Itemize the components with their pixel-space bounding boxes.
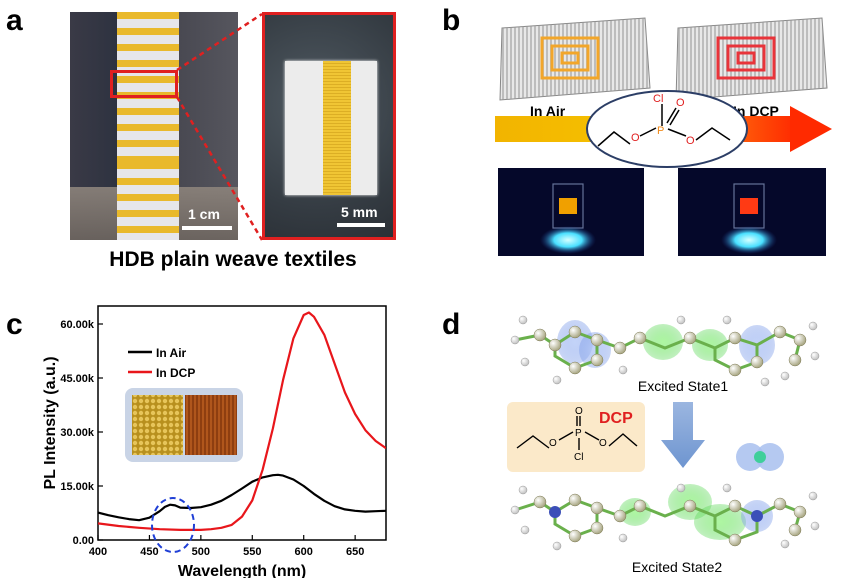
dcp-atom-o-top: O [575,406,583,417]
pl-spectrum-chart: 0.00 15.00k 30.00k 45.00k 60.00k 400 450 500 55… [42,305,387,578]
legend-label-air: In Air [156,346,187,360]
panel-b-letter: b [442,4,461,37]
panel-d-graphic: Excited State1 O P O O Cl DCP [507,315,820,575]
scale-bar-left [182,226,232,230]
y-tick-label: 30.00k [60,427,95,439]
dcp-atom-cl: Cl [574,452,583,463]
transition-arrow-icon [661,402,705,468]
zoom-selection-box [110,70,178,98]
atom-cl-label: Cl [653,93,663,105]
scale-label-right: 5 mm [341,204,378,220]
legend-label-dcp: In DCP [156,366,195,380]
dcp-label: DCP [599,410,633,427]
afm-inset-images [125,388,243,462]
y-axis-label: PL Intensity (a.u.) [42,356,59,489]
panel-b-graphic: In Air In DCP Cl O P O O [495,17,832,256]
chart-lines [98,311,386,531]
dcp-atom-o-left: O [549,438,557,449]
x-axis-label: Wavelength (nm) [178,563,306,578]
atom-p-label: P [657,125,664,137]
fabric-in-air-icon [499,17,651,101]
x-tick-label: 450 [140,546,158,558]
x-axis-ticks: 400 450 500 550 600 650 [89,535,364,558]
y-axis-ticks: 0.00 15.00k 30.00k 45.00k 60.00k [60,319,103,547]
series-line-in-dcp [98,311,386,531]
series-line-in-air [98,473,386,522]
y-tick-label: 60.00k [60,319,95,331]
yellow-band [323,61,351,195]
excited-state-2-molecule [510,483,820,551]
chart-legend: In Air In DCP [128,346,195,380]
atom-o-top-label: O [676,97,685,109]
dcp-atom-o-right: O [599,438,607,449]
dcp-atom-p: P [575,428,582,439]
textile-zoom-photo: 5 mm [262,12,396,240]
panel-a-letter: a [6,4,23,37]
y-tick-label: 0.00 [73,535,94,547]
panel-d-letter: d [442,308,461,341]
atom-o-left-label: O [631,132,640,144]
label-in-air: In Air [530,103,566,119]
panel-c-letter: c [6,308,23,341]
y-tick-label: 15.00k [60,481,95,493]
fabric-in-dcp-icon [675,17,828,101]
dcp-molecule-structure: Cl O P O O [586,90,748,168]
excited-state-1-molecule [510,315,820,387]
orbital-icon [736,443,784,471]
vial-photo-in-dcp [678,168,826,256]
y-tick-label: 45.00k [60,373,95,385]
x-tick-label: 550 [243,546,261,558]
x-tick-label: 650 [346,546,364,558]
atom-o-right-label: O [686,135,695,147]
highlight-ellipse [151,497,195,553]
vial-photo-in-air [498,168,644,256]
scale-bar-right [337,223,385,227]
x-tick-label: 600 [295,546,313,558]
excited-state-1-label: Excited State1 [638,378,728,394]
dcp-structure-box: O P O O Cl DCP [507,402,645,472]
scale-label-left: 1 cm [188,206,220,222]
panel-a-caption: HDB plain weave textiles [109,248,357,271]
strip-lower [117,162,179,240]
plot-frame [97,305,387,541]
fabric-swatch [285,61,377,195]
label-in-dcp: In DCP [733,103,779,119]
x-tick-label: 500 [192,546,210,558]
textile-strip-photo: 1 cm [70,12,238,240]
excited-state-2-label: Excited State2 [632,559,722,575]
x-tick-label: 400 [89,546,107,558]
